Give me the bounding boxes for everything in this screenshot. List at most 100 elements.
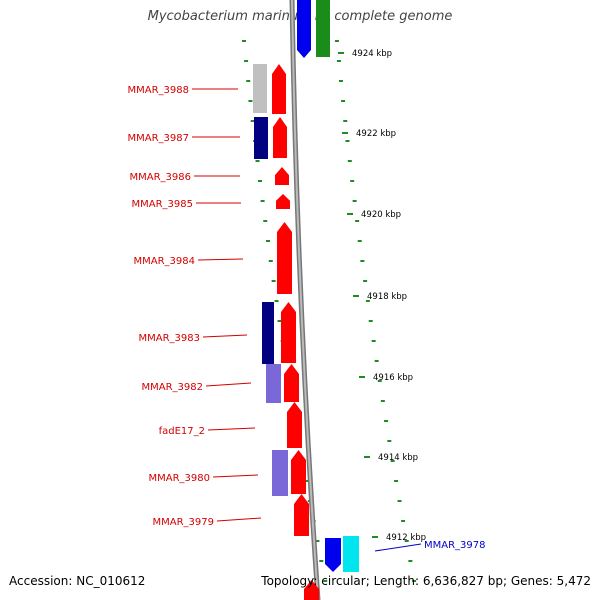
ring-marker-left bbox=[304, 480, 309, 482]
forward-gene-arrow bbox=[277, 222, 292, 294]
forward-gene-arrow bbox=[304, 580, 319, 600]
ring-marker-right bbox=[394, 480, 399, 482]
cog-category-block bbox=[343, 536, 359, 572]
ring-marker-right bbox=[374, 360, 379, 362]
cog-category-block bbox=[254, 117, 268, 159]
ring-marker-right bbox=[360, 260, 365, 262]
forward-gene-arrow bbox=[294, 494, 309, 536]
gene-label: MMAR_3986 bbox=[130, 172, 192, 183]
gene-label: MMAR_3979 bbox=[153, 517, 215, 528]
accession-info: Accession: NC_010612 bbox=[9, 574, 145, 588]
length-value: 6,636,827 bp bbox=[422, 574, 503, 588]
gene-features bbox=[253, 0, 359, 600]
reverse-gene-arrow bbox=[297, 0, 311, 58]
gene-label-leader bbox=[207, 427, 256, 431]
gene-label-leader bbox=[202, 334, 248, 338]
gene-label-leader bbox=[197, 258, 244, 261]
cog-category-block bbox=[253, 64, 267, 113]
gene-label: MMAR_3978 bbox=[424, 540, 486, 551]
length-label: Length: bbox=[373, 574, 420, 588]
tick-label: 4914 kbp bbox=[378, 453, 418, 463]
accession-label: Accession: bbox=[9, 574, 73, 588]
forward-gene-arrow bbox=[275, 167, 289, 185]
ring-marker-left bbox=[274, 300, 279, 302]
ring-marker-left bbox=[271, 280, 276, 282]
forward-gene-arrow bbox=[284, 364, 299, 402]
ring-marker-left bbox=[263, 220, 268, 222]
ring-marker-right bbox=[384, 420, 389, 422]
ring-marker-left bbox=[255, 160, 260, 162]
position-ticks: 4924 kbp 4922 kbp 4920 kbp 4918 kbp 4916 kbp… bbox=[338, 49, 426, 543]
ring-marker-left bbox=[315, 540, 320, 542]
ring-marker-left bbox=[319, 560, 324, 562]
ring-marker-right bbox=[334, 40, 339, 42]
ring-marker-right bbox=[345, 140, 350, 142]
ring-marker-right bbox=[404, 540, 409, 542]
forward-gene-arrow bbox=[287, 402, 302, 448]
accession-value: NC_010612 bbox=[76, 574, 146, 588]
ring-marker-left bbox=[258, 180, 263, 182]
gene-label: MMAR_3987 bbox=[128, 133, 190, 144]
ring-marker-right bbox=[352, 200, 357, 202]
ring-marker-left bbox=[250, 120, 255, 122]
forward-gene-arrow bbox=[281, 302, 296, 363]
gene-labels: MMAR_3988 MMAR_3987 MMAR_3986 MMAR_3985 MMAR… bbox=[128, 85, 486, 552]
tick-label: 4920 kbp bbox=[361, 210, 401, 220]
ring-marker-right bbox=[397, 500, 402, 502]
ring-marker-right bbox=[347, 160, 352, 162]
ring-marker-right bbox=[380, 400, 385, 402]
ring-marker-right bbox=[368, 320, 373, 322]
tick-label: 4918 kbp bbox=[367, 292, 407, 302]
cog-category-block bbox=[316, 0, 330, 57]
ring-marker-right bbox=[338, 80, 343, 82]
genes-value: 5,472 bbox=[556, 574, 591, 588]
ring-marker-right bbox=[387, 440, 392, 442]
gene-label: MMAR_3982 bbox=[142, 382, 204, 393]
topology-label: Topology: bbox=[261, 574, 318, 588]
ring-marker-left bbox=[248, 100, 253, 102]
topology-value: circular bbox=[321, 574, 366, 588]
tick-label: 4916 kbp bbox=[373, 373, 413, 383]
ring-marker-left bbox=[265, 240, 270, 242]
cog-category-block bbox=[266, 364, 281, 403]
ring-marker-right bbox=[390, 460, 395, 462]
ring-marker-right bbox=[355, 220, 360, 222]
genome-stats: Topology: circular; Length: 6,636,827 bp… bbox=[261, 574, 591, 588]
backbone-strand bbox=[289, 0, 321, 600]
forward-gene-arrow bbox=[273, 117, 287, 158]
ring-marker-right bbox=[401, 520, 406, 522]
reverse-gene-arrow bbox=[325, 538, 341, 572]
ring-marker-right bbox=[336, 60, 341, 62]
ring-marker-left bbox=[246, 80, 251, 82]
ring-marker-left bbox=[260, 200, 265, 202]
gene-label-leader bbox=[212, 474, 259, 478]
ring-marker-left bbox=[323, 580, 328, 582]
ring-marker-right bbox=[365, 300, 370, 302]
gene-label: MMAR_3980 bbox=[149, 473, 211, 484]
tick-label: 4922 kbp bbox=[356, 129, 396, 139]
ring-marker-right bbox=[371, 340, 376, 342]
ring-marker-right bbox=[412, 580, 417, 582]
gene-label-leader bbox=[216, 517, 262, 522]
ring-marker-right bbox=[343, 120, 348, 122]
gene-label: MMAR_3985 bbox=[132, 199, 194, 210]
tick-label: 4912 kbp bbox=[386, 533, 426, 543]
tick-label: 4924 kbp bbox=[352, 49, 392, 59]
cog-category-block bbox=[262, 302, 274, 364]
backbone-highlight bbox=[291, 0, 319, 600]
gene-label: MMAR_3984 bbox=[134, 256, 196, 267]
ring-marker-left bbox=[277, 320, 282, 322]
ring-marker-left bbox=[242, 40, 247, 42]
gene-label: MMAR_3988 bbox=[128, 85, 190, 96]
ring-marker-right bbox=[408, 560, 413, 562]
ring-marker-right bbox=[341, 100, 346, 102]
forward-gene-arrow bbox=[276, 194, 290, 209]
ring-marker-right bbox=[363, 280, 368, 282]
ring-marker-right bbox=[377, 380, 382, 382]
ring-marker-left bbox=[268, 260, 273, 262]
gene-label-leader bbox=[205, 382, 252, 387]
ring-marker-right bbox=[357, 240, 362, 242]
genes-label: Genes: bbox=[510, 574, 553, 588]
